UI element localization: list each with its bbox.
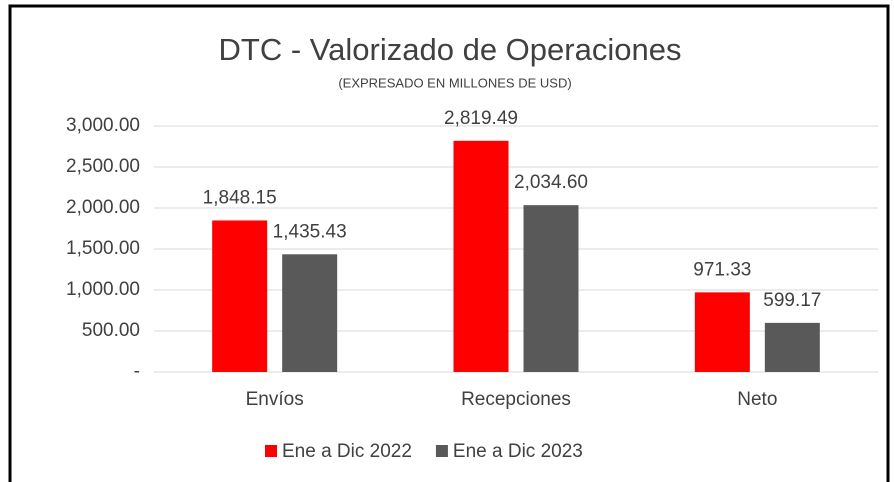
legend-label: Ene a Dic 2023	[453, 441, 583, 462]
x-tick-label: Neto	[737, 389, 777, 410]
bar	[282, 254, 338, 372]
bar	[453, 140, 509, 372]
bar	[523, 205, 579, 372]
legend-swatch	[435, 445, 448, 457]
bar	[212, 220, 268, 372]
chart-frame	[8, 4, 890, 482]
y-tick-label: 2,000.00	[66, 197, 140, 218]
legend-label: Ene a Dic 2022	[282, 441, 412, 462]
value-label: 2,034.60	[514, 172, 588, 193]
x-tick-label: Envíos	[246, 389, 304, 410]
y-tick-label: 3,000.00	[66, 115, 140, 136]
value-label: 1,435.43	[273, 221, 347, 242]
chart-title: DTC - Valorizado de Operaciones	[219, 32, 682, 67]
bar	[694, 292, 750, 372]
y-tick-label: 2,500.00	[66, 156, 140, 177]
value-label: 1,848.15	[203, 187, 277, 208]
bar	[764, 322, 820, 372]
x-tick-label: Recepciones	[461, 389, 571, 410]
legend-swatch	[265, 445, 277, 457]
y-tick-label: 1,500.00	[66, 238, 140, 259]
y-tick-label: -	[134, 361, 140, 382]
value-label: 2,819.49	[444, 108, 518, 129]
value-label: 599.17	[763, 290, 821, 311]
chart-subtitle: (EXPRESADO EN MILLONES DE USD)	[338, 75, 571, 90]
value-label: 971.33	[693, 259, 751, 280]
y-tick-label: 500.00	[82, 320, 140, 341]
y-tick-label: 1,000.00	[66, 279, 140, 300]
